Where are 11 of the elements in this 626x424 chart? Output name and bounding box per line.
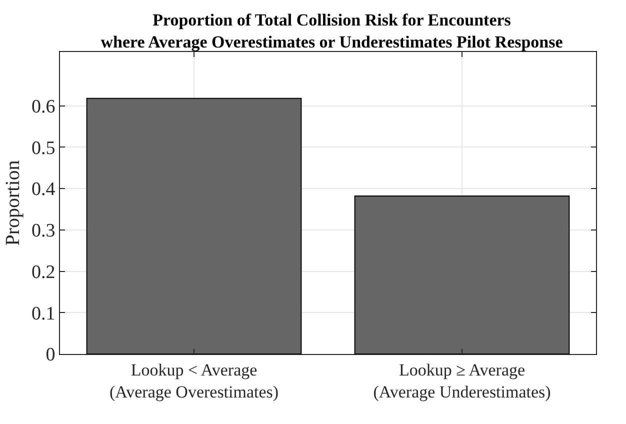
y-tick-label: 0 <box>46 344 56 366</box>
x-tick-label: Lookup < Average (Average Overestimates) <box>109 360 279 402</box>
x-tick-label: Lookup ≥ Average (Average Underestimates) <box>373 360 551 402</box>
y-tick-label: 0.6 <box>31 96 56 118</box>
y-tick-label: 0.4 <box>31 179 56 200</box>
y-tick-label: 0.2 <box>31 262 56 283</box>
y-axis-title: Proportion <box>2 160 24 246</box>
chart-title: Proportion of Total Collision Risk for Encounters where Average Overestimates or Underestimates Pilot Response <box>100 10 564 52</box>
y-tick-label: 0.3 <box>31 220 56 242</box>
y-tick-label: 0.5 <box>31 138 56 159</box>
y-tick-label: 0.1 <box>31 303 56 324</box>
